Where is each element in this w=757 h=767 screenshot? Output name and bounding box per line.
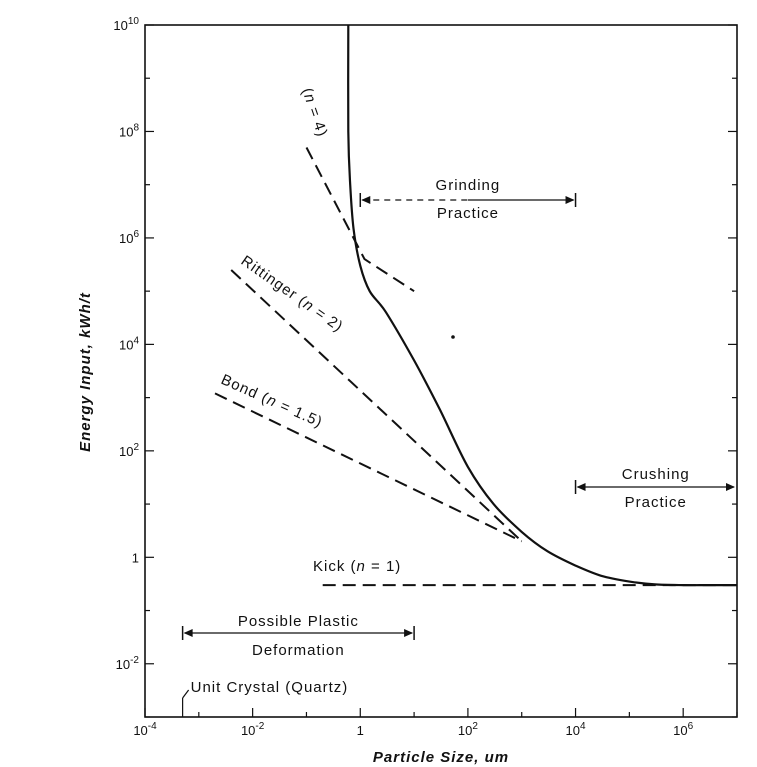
- series-line: [230, 269, 523, 543]
- tick-base: 10: [119, 231, 133, 246]
- tick-base: 10: [119, 337, 133, 352]
- crushing-arrow-right: [726, 483, 735, 491]
- annotations: Grinding Practice Crushing Practice Possible…: [181, 177, 735, 717]
- y-tick-label: 104: [119, 335, 139, 352]
- x-tick-label: 1: [357, 723, 364, 738]
- unit-crystal-label: Unit Crystal (Quartz): [191, 679, 349, 696]
- stray-dot: [451, 335, 455, 339]
- tick-base: 1: [132, 550, 139, 565]
- y-tick-label: 102: [119, 442, 139, 459]
- grinding-arrow-left: [361, 196, 371, 204]
- tick-exponent: -4: [148, 721, 157, 732]
- plastic-arrow-right: [404, 629, 414, 637]
- series-label: Rittinger (n = 2): [238, 252, 347, 335]
- x-tick-label: 104: [566, 721, 586, 738]
- grinding-label: Practice: [437, 205, 499, 222]
- x-tick-label: 102: [458, 721, 478, 738]
- tick-base: 10: [241, 723, 255, 738]
- crushing-arrow-left: [576, 483, 586, 491]
- crushing-label: Practice: [625, 494, 687, 511]
- unit-crystal-leader: [182, 689, 190, 699]
- series-labels: (n = 4)Rittinger (n = 2)Bond (n = 1.5)Ki…: [218, 86, 401, 575]
- x-tick-label: 10-2: [241, 721, 265, 738]
- tick-base: 10: [113, 18, 127, 33]
- y-tick-label: 1: [132, 550, 139, 565]
- y-tick-label: 1010: [113, 16, 139, 33]
- tick-base: 10: [133, 723, 147, 738]
- tick-base: 10: [566, 723, 580, 738]
- tick-exponent: 6: [133, 229, 139, 240]
- series-label-part: (: [351, 558, 357, 575]
- tick-exponent: -2: [130, 655, 139, 666]
- tick-base: 10: [673, 723, 687, 738]
- tick-base: 10: [458, 723, 472, 738]
- series-label-part: Kick: [313, 558, 351, 575]
- series-line: [305, 147, 415, 293]
- tick-exponent: -2: [255, 721, 264, 732]
- series-label-part: (: [298, 86, 316, 97]
- y-tick-label: 108: [119, 122, 139, 139]
- crushing-label: Crushing: [622, 466, 690, 483]
- axis-ticks: [144, 24, 738, 718]
- tick-base: 10: [116, 657, 130, 672]
- tick-exponent: 2: [472, 721, 478, 732]
- tick-exponent: 10: [128, 16, 140, 27]
- tick-base: 1: [357, 723, 364, 738]
- grinding-energy-curve: [347, 24, 737, 587]
- series-label-part: Rittinger: [238, 252, 305, 306]
- series-line: [214, 392, 523, 543]
- series-label-part: = 1): [366, 558, 401, 575]
- series-label: Kick (n = 1): [313, 558, 401, 575]
- plastic-label: Deformation: [252, 642, 345, 659]
- tick-exponent: 4: [580, 721, 586, 732]
- tick-exponent: 4: [133, 335, 139, 346]
- tick-base: 10: [119, 444, 133, 459]
- series-label: (n = 4): [298, 86, 331, 140]
- series-label-part: = 1.5): [273, 395, 326, 431]
- series-lines: [214, 24, 737, 587]
- x-axis-title: Particle Size, um: [373, 749, 509, 766]
- tick-exponent: 8: [133, 122, 139, 133]
- x-tick-labels: 10-4 10-2 1 102 104 106: [133, 721, 693, 738]
- series-label: Bond (n = 1.5): [218, 371, 325, 431]
- y-axis-title: Energy Input, kWh/t: [77, 292, 94, 452]
- y-tick-label: 10-2: [116, 655, 140, 672]
- plastic-arrow-left: [183, 629, 193, 637]
- grinding-label: Grinding: [436, 177, 501, 194]
- tick-base: 10: [119, 124, 133, 139]
- x-tick-label: 106: [673, 721, 693, 738]
- series-label-part: = 4): [303, 100, 331, 139]
- plot-frame: [144, 24, 738, 718]
- y-tick-label: 106: [119, 229, 139, 246]
- tick-exponent: 2: [133, 442, 139, 453]
- series-label-part: n: [357, 558, 366, 575]
- series-label-part: Bond: [218, 371, 265, 405]
- grinding-arrow-right: [565, 196, 575, 204]
- x-tick-label: 10-4: [133, 721, 157, 738]
- tick-exponent: 6: [688, 721, 694, 732]
- plastic-label: Possible Plastic: [238, 613, 359, 630]
- series-label-part: = 2): [308, 301, 347, 335]
